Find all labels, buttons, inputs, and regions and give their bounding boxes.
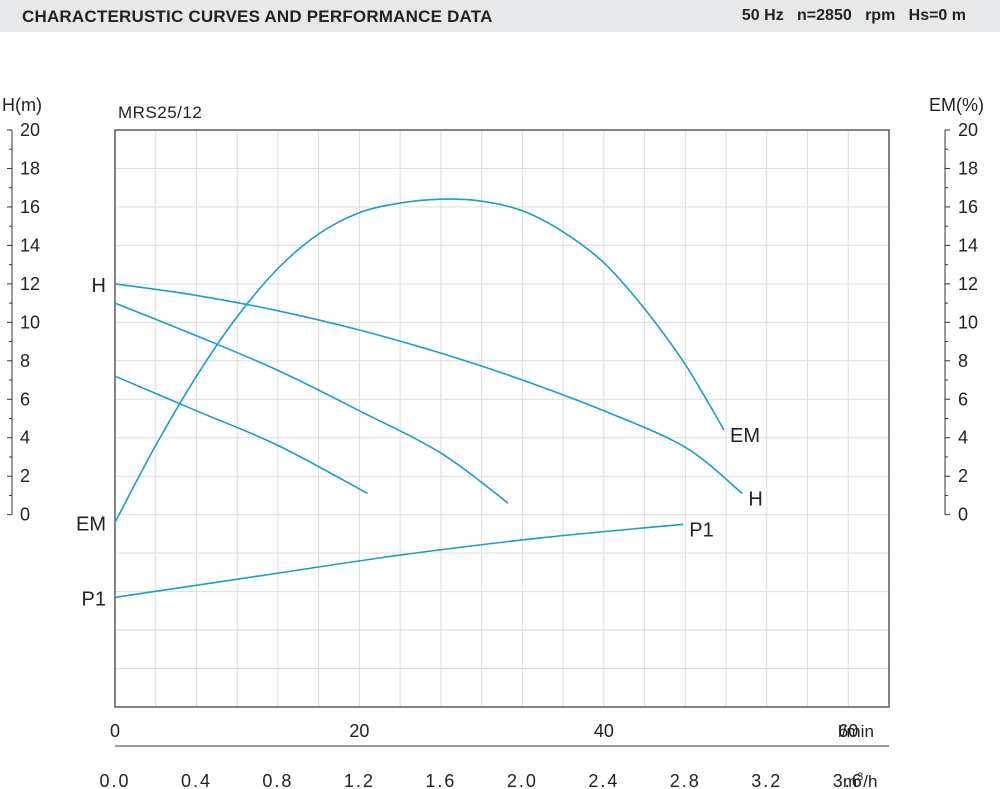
m3h-tick-label: 1.2 — [344, 771, 375, 789]
m3h-unit-sup: 3 — [857, 771, 863, 783]
lmin-tick-label: 0 — [110, 721, 120, 741]
m3h-tick-label: 3.2 — [751, 771, 782, 789]
curve-labels: H EM P1 H EM P1 — [76, 275, 763, 611]
left-tick-label: 0 — [20, 505, 30, 525]
right-tick-label: 8 — [958, 351, 968, 371]
right-tick-label: 6 — [958, 389, 968, 409]
model-label: MRS25/12 — [118, 103, 202, 122]
left-tick-label: 2 — [20, 466, 30, 486]
m3h-tick-label: 2.0 — [507, 771, 538, 789]
right-axis-title: EM(%) — [929, 95, 984, 115]
curve-em — [114, 198, 725, 523]
left-tick-label: 20 — [20, 120, 40, 140]
m3h-tick-label: 0.4 — [181, 771, 212, 789]
operating-conditions: 50 Hz n=2850 rpm Hs=0 m — [741, 7, 966, 24]
right-tick-label: 14 — [958, 235, 978, 255]
right-tick-label: 0 — [958, 505, 968, 525]
m3h-tick-label: 0.8 — [262, 771, 293, 789]
left-label-h: H — [92, 275, 106, 297]
end-label-h_high: H — [748, 489, 762, 511]
right-tick-label: 10 — [958, 312, 978, 332]
left-tick-label: 10 — [20, 312, 40, 332]
lmin-tick-label: 20 — [349, 721, 369, 741]
left-tick-label: 6 — [20, 389, 30, 409]
lmin-unit: l/min — [838, 722, 874, 741]
m3h-tick-label: 1.6 — [425, 771, 456, 789]
curves — [114, 198, 743, 599]
plot-frame — [114, 129, 890, 708]
grid — [115, 130, 889, 707]
chart-heading: CHARACTERUSTIC CURVES AND PERFORMANCE DA… — [22, 7, 493, 26]
right-tick-label: 18 — [958, 158, 978, 178]
m3h-unit: m3/h — [843, 771, 877, 789]
left-tick-label: 16 — [20, 197, 40, 217]
lmin-tick-label: 60 — [838, 721, 858, 741]
curve-h_mid — [114, 302, 509, 504]
left-tick-label: 14 — [20, 235, 40, 255]
m3h-tick-label: 0.0 — [99, 771, 130, 789]
end-label-p1: P1 — [689, 519, 713, 541]
left-tick-label: 18 — [20, 158, 40, 178]
lmin-tick-label: 40 — [594, 721, 614, 741]
left-tick-label: 12 — [20, 274, 40, 294]
bottom-axes: 0 20 40 60 0.0 0.4 0.8 1.2 1.6 2.0 2.4 2.8 3.2 3.6 — [99, 721, 889, 789]
m3h-unit-tail: /h — [863, 772, 877, 789]
right-tick-label: 2 — [958, 466, 968, 486]
left-tick-label: 8 — [20, 351, 30, 371]
m3h-tick-label: 2.8 — [670, 771, 701, 789]
m3h-tick-label: 2.4 — [588, 771, 619, 789]
end-label-em: EM — [730, 425, 760, 447]
right-tick-label: 16 — [958, 197, 978, 217]
m3h-unit-main: m — [843, 772, 857, 789]
left-axis-title: H(m) — [2, 95, 42, 115]
header-bar: CHARACTERUSTIC CURVES AND PERFORMANCE DA… — [0, 0, 1000, 32]
left-label-p1: P1 — [82, 588, 106, 610]
right-tick-label: 4 — [958, 428, 968, 448]
curve-h_low — [114, 375, 368, 495]
right-axis: 0 2 4 6 8 10 12 14 16 18 20 — [944, 120, 978, 525]
m3h-tick-label: 3.6 — [833, 771, 864, 789]
left-tick-label: 4 — [20, 428, 30, 448]
left-axis: 0 2 4 6 8 10 12 14 16 18 20 — [7, 120, 40, 525]
right-tick-label: 20 — [958, 120, 978, 140]
right-tick-label: 12 — [958, 274, 978, 294]
curve-p1 — [114, 523, 684, 599]
left-label-em: EM — [76, 513, 106, 535]
curve-h_high — [114, 283, 743, 495]
